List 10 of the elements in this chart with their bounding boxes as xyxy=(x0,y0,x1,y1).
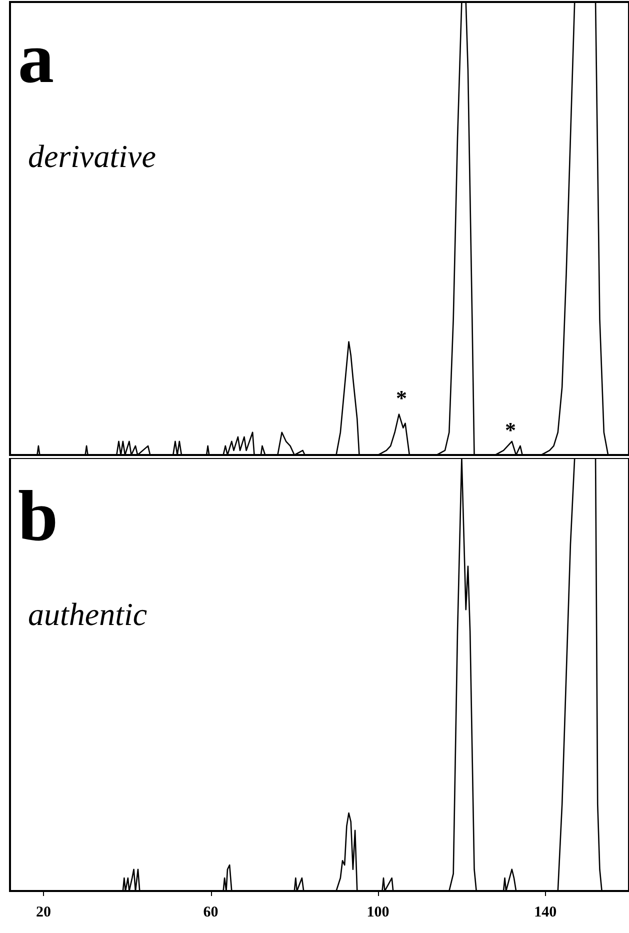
annotation: derivative xyxy=(28,138,156,174)
annotation: b xyxy=(18,476,58,556)
x-tick-label: 100 xyxy=(366,904,390,920)
x-tick-label: 20 xyxy=(36,904,51,920)
annotation: a xyxy=(18,18,54,98)
annotation: * xyxy=(396,386,407,410)
x-tick-label: 60 xyxy=(203,904,218,920)
annotation: * xyxy=(505,418,516,442)
annotation: authentic xyxy=(28,596,148,632)
x-tick-label: 140 xyxy=(534,904,557,920)
